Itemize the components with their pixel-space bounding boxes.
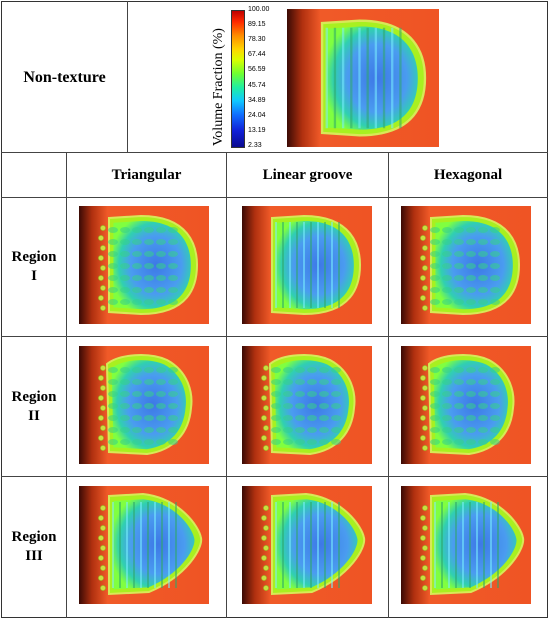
simulation-linear-groove-region-3 — [242, 486, 372, 604]
row-header-region-2: Region II — [2, 337, 66, 476]
simulation-linear-groove-region-2 — [242, 346, 372, 464]
simulation-hexagonal-region-3 — [401, 486, 531, 604]
column-header-hexagonal: Hexagonal — [433, 166, 503, 183]
grid-line-col2 — [388, 152, 389, 618]
colorbar — [231, 10, 245, 148]
row-header-region-3: Region III — [2, 477, 66, 617]
simulation-triangular-region-3 — [79, 486, 209, 604]
row-header-region-2-line2: II — [28, 407, 40, 424]
grid-line-col0 — [66, 152, 67, 618]
grid-line-top-divider — [127, 1, 128, 152]
colorbar-tick-label: 100.00 — [248, 6, 270, 13]
grid-line-top-section — [1, 152, 548, 153]
colorbar-tick-label: 78.30 — [248, 36, 266, 44]
colorbar-tick-label: 89.15 — [248, 21, 266, 29]
row-header-region-1-line1: Region — [11, 249, 57, 265]
colorbar-title: Volume Fraction (%) — [211, 28, 226, 146]
colorbar-tick-label: 45.74 — [248, 81, 266, 89]
row-header-region-3-line2: III — [25, 548, 43, 564]
simulation-triangular-region-1 — [79, 206, 209, 324]
grid-line-header — [1, 197, 548, 198]
simulation-non-texture — [287, 9, 439, 147]
simulation-triangular-region-2 — [79, 346, 209, 464]
simulation-linear-groove-region-1 — [242, 206, 372, 324]
colorbar-tick-label: 2.33 — [248, 142, 262, 149]
simulation-hexagonal-region-1 — [401, 206, 531, 324]
row-header-region-1: Region I — [2, 198, 66, 336]
column-header-linear-groove: Linear groove — [262, 166, 353, 183]
simulation-hexagonal-region-2 — [401, 346, 531, 464]
row-header-region-2-line1: Region — [11, 388, 57, 405]
colorbar-tick-label: 13.19 — [248, 126, 266, 134]
grid-line-col1 — [226, 152, 227, 618]
non-texture-label: Non-texture — [23, 68, 106, 86]
row-header-region-3-line1: Region — [11, 529, 57, 545]
colorbar-tick-label: 67.44 — [248, 51, 266, 59]
colorbar-tick-label: 56.59 — [248, 66, 266, 74]
grid-line-row2 — [1, 476, 548, 477]
colorbar-tick-label: 24.04 — [248, 111, 266, 119]
grid-line-row1 — [1, 336, 548, 337]
colorbar-tick-label: 34.89 — [248, 96, 266, 104]
row-header-region-1-line2: I — [31, 268, 37, 284]
column-header-triangular: Triangular — [111, 166, 182, 183]
